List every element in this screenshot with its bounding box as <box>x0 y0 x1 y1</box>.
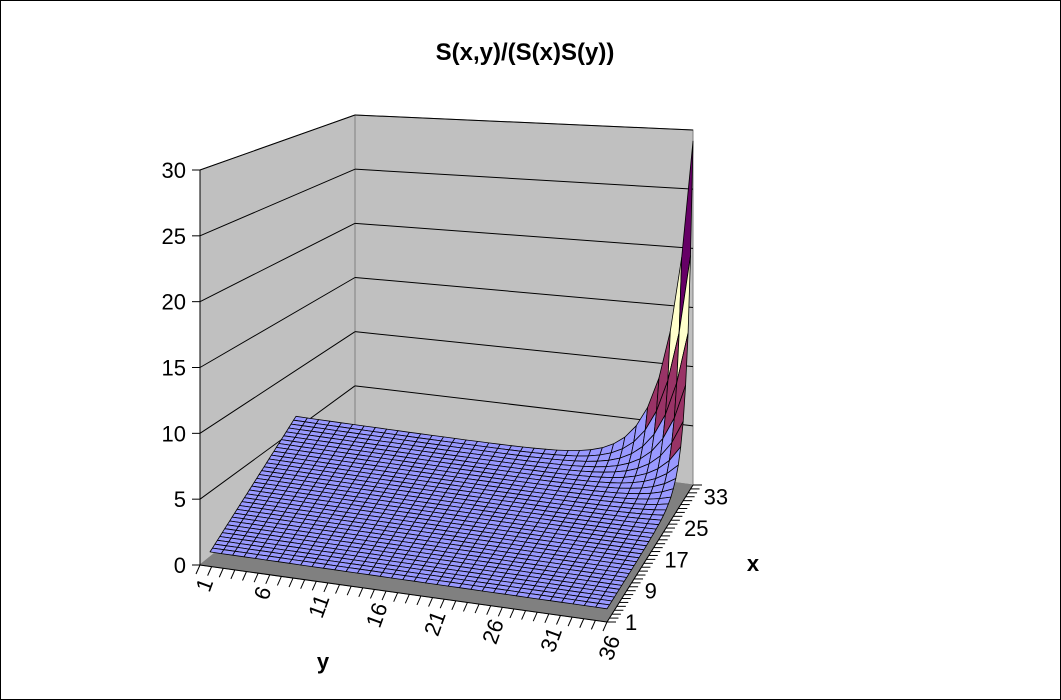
y-tick-mark <box>358 587 364 598</box>
y-axis-title: y <box>317 649 330 674</box>
gridline-left <box>199 331 356 434</box>
y-tick-mark <box>532 612 538 622</box>
z-tick-label: 10 <box>162 421 186 446</box>
y-tick-mark <box>579 618 585 628</box>
y-tick-mark <box>544 613 550 624</box>
gridline-back <box>354 331 694 368</box>
y-tick-mark <box>567 616 573 627</box>
y-tick-mark <box>288 577 294 588</box>
y-tick-mark <box>335 584 340 594</box>
y-axis-line <box>199 564 608 623</box>
y-tick-mark <box>439 598 445 609</box>
y-tick-mark <box>253 572 259 583</box>
y-tick-mark <box>474 603 480 614</box>
y-tick-mark <box>300 579 306 589</box>
y-tick-mark <box>602 621 608 632</box>
y-tick-mark <box>381 590 387 601</box>
y-tick-mark <box>230 569 236 580</box>
y-tick-mark <box>218 568 224 578</box>
x-tick-label: 33 <box>704 485 728 510</box>
x-axis-line <box>606 484 694 623</box>
x-tick-label: 25 <box>684 516 708 541</box>
z-tick-label: 5 <box>174 487 186 512</box>
y-tick-mark <box>521 610 527 620</box>
gridline-back <box>354 114 694 131</box>
y-tick-mark <box>497 607 503 617</box>
y-tick-mark <box>311 581 317 591</box>
surface-cell <box>654 503 669 511</box>
y-tick-mark <box>276 576 282 586</box>
gridline-left <box>199 222 356 303</box>
y-tick-mark <box>509 608 515 619</box>
y-tick-mark <box>207 566 213 576</box>
x-axis-title: x <box>747 551 760 576</box>
gridline-left <box>199 168 356 237</box>
y-tick-mark <box>463 602 468 612</box>
z-tick-label: 15 <box>162 356 186 381</box>
x-tick-label: 1 <box>625 610 637 635</box>
y-tick-mark <box>242 571 247 581</box>
y-tick-mark <box>404 594 410 604</box>
y-tick-mark <box>369 589 375 599</box>
gridline-left <box>199 277 356 368</box>
y-tick-mark <box>346 585 352 596</box>
gridline-left <box>199 114 356 171</box>
gridline-back <box>354 222 694 249</box>
x-tick-label: 17 <box>664 547 688 572</box>
gridline-back <box>354 168 694 190</box>
gridline-back <box>354 385 694 427</box>
y-tick-mark <box>451 600 457 611</box>
y-tick-mark <box>323 582 329 593</box>
gridline-left <box>199 385 356 500</box>
z-tick-label: 25 <box>162 224 186 249</box>
y-tick-mark <box>416 595 422 606</box>
z-tick-label: 30 <box>162 158 186 183</box>
y-tick-mark <box>265 574 271 584</box>
y-tick-mark <box>393 592 399 602</box>
gridline-back <box>354 277 694 308</box>
surface-mesh <box>209 140 694 610</box>
z-tick-label: 0 <box>174 553 186 578</box>
x-tick-label: 9 <box>645 579 657 604</box>
surface-cell <box>595 602 610 610</box>
y-tick-mark <box>556 615 561 625</box>
y-tick-mark <box>428 597 434 607</box>
y-tick-mark <box>590 620 596 630</box>
chart-title: S(x,y)/(S(x)S(y)) <box>436 39 615 66</box>
z-tick-label: 20 <box>162 290 186 315</box>
y-tick-mark <box>195 564 201 575</box>
y-tick-mark <box>486 605 492 615</box>
